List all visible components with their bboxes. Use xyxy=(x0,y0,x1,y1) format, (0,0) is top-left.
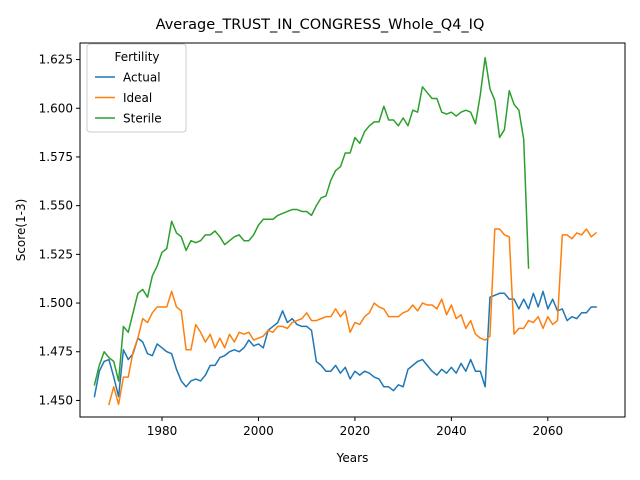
y-tick-label: 1.525 xyxy=(39,247,73,261)
series-layer xyxy=(93,56,598,406)
y-tick-label: 1.550 xyxy=(39,199,73,213)
x-tick-label: 2060 xyxy=(533,424,564,438)
y-tick-label: 1.450 xyxy=(39,393,73,407)
legend-label-actual: Actual xyxy=(123,71,161,85)
y-tick-label: 1.600 xyxy=(39,101,73,115)
x-tick-label: 2000 xyxy=(243,424,274,438)
y-tick-label: 1.575 xyxy=(39,150,73,164)
series-line-ideal xyxy=(108,228,598,406)
legend: Fertility Actual Ideal Sterile xyxy=(86,43,187,133)
legend-box xyxy=(86,43,187,133)
y-axis-ticks: 1.450 1.475 1.500 1.525 1.550 1.575 1.600 1.625 xyxy=(39,53,80,407)
x-tick-label: 2020 xyxy=(340,424,371,438)
legend-entries: Actual Ideal Sterile xyxy=(95,71,162,126)
x-axis-label: Years xyxy=(336,451,369,465)
legend-label-sterile: Sterile xyxy=(123,112,162,126)
x-tick-label: 1980 xyxy=(147,424,178,438)
x-tick-label: 2040 xyxy=(436,424,467,438)
plot-area: 1980 2000 2020 2040 2060 1.450 1.475 1.500 1.52… xyxy=(39,42,626,438)
legend-label-ideal: Ideal xyxy=(123,91,152,105)
y-tick-label: 1.475 xyxy=(39,345,73,359)
y-axis-label: Score(1-3) xyxy=(14,199,28,262)
series-line-sterile xyxy=(93,56,530,386)
chart-title: Average_TRUST_IN_CONGRESS_Whole_Q4_IQ xyxy=(156,17,485,33)
y-tick-label: 1.500 xyxy=(39,296,73,310)
axes-frame xyxy=(79,42,626,418)
y-tick-label: 1.625 xyxy=(39,53,73,67)
x-axis-ticks: 1980 2000 2020 2040 2060 xyxy=(147,417,563,438)
legend-title: Fertility xyxy=(114,50,159,64)
